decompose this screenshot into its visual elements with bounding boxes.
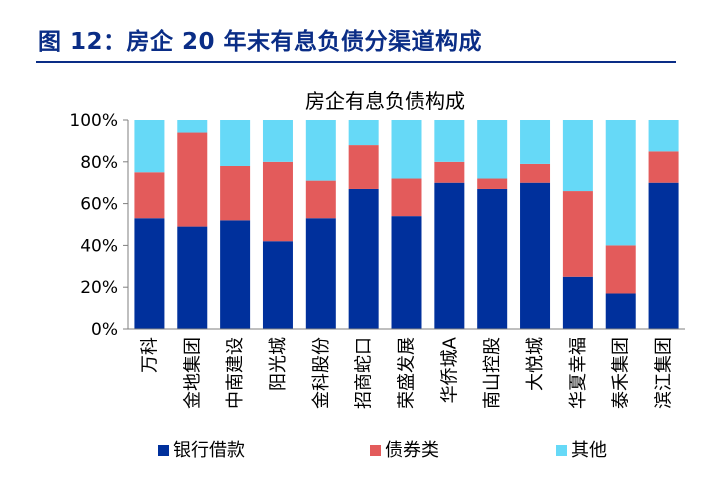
- bar-segment: [220, 220, 251, 329]
- bar-segment: [605, 293, 636, 329]
- y-tick-label: 100%: [69, 111, 118, 131]
- legend-swatch: [158, 445, 169, 456]
- y-axis: 0% 20% 40% 60% 80% 100%: [69, 111, 129, 340]
- bar-segment: [305, 218, 336, 329]
- bar-segment: [220, 165, 251, 221]
- bar-segment: [262, 120, 293, 162]
- legend: 银行借款 债券类 其他: [158, 440, 607, 461]
- x-tick-label: 招商蛇口: [354, 337, 375, 409]
- bar-segment: [348, 120, 379, 146]
- bar-segment: [605, 120, 636, 246]
- bar-segment: [520, 120, 551, 164]
- bar-segment: [434, 120, 465, 162]
- x-tick-label: 中南建设: [225, 337, 246, 409]
- bar-segment: [648, 120, 679, 152]
- x-tick-label: 泰禾集团: [611, 337, 632, 409]
- x-tick-label: 滨江集团: [654, 337, 675, 409]
- y-tick-label: 0%: [91, 320, 118, 340]
- bar-segment: [562, 191, 593, 277]
- x-tick-label: 金地集团: [182, 337, 203, 409]
- x-tick-label: 华夏幸福: [568, 337, 589, 409]
- bar-segment: [134, 172, 165, 219]
- bar-segment: [177, 132, 208, 227]
- bar-segment: [391, 120, 422, 179]
- bars: [134, 120, 679, 329]
- figure-title: 图 12：房企 20 年末有息负债分渠道构成: [38, 29, 483, 55]
- legend-label: 银行借款: [173, 440, 245, 461]
- title-rule: [36, 61, 676, 63]
- bar-segment: [648, 151, 679, 183]
- y-tick-label: 80%: [80, 153, 118, 173]
- bar-segment: [434, 182, 465, 329]
- legend-label: 其他: [571, 440, 607, 461]
- x-tick-label: 大悦城: [525, 337, 546, 391]
- legend-label: 债券类: [385, 440, 439, 461]
- x-tick-label: 阳光城: [268, 337, 289, 391]
- bar-segment: [477, 120, 508, 179]
- bar-segment: [305, 180, 336, 219]
- bar-segment: [477, 188, 508, 329]
- bar-segment: [134, 218, 165, 329]
- bar-segment: [262, 161, 293, 242]
- bar-segment: [520, 182, 551, 329]
- bar-segment: [477, 178, 508, 189]
- bar-segment: [391, 178, 422, 217]
- x-tick-label: 荣盛发展: [397, 337, 418, 409]
- bar-segment: [562, 276, 593, 329]
- x-tick-label: 华侨城A: [439, 336, 460, 403]
- bar-segment: [348, 145, 379, 189]
- y-tick-label: 60%: [80, 195, 118, 215]
- bar-segment: [305, 120, 336, 181]
- x-tick-label: 万科: [139, 337, 160, 373]
- bar-segment: [562, 120, 593, 192]
- x-axis: 万科 金地集团 中南建设 阳光城 金科股份 招商蛇口 荣盛发展 华侨城A 南山控股 大悦城 华夏幸福…: [128, 328, 685, 409]
- x-tick-label: 南山控股: [482, 337, 503, 409]
- bar-segment: [605, 245, 636, 294]
- legend-swatch: [556, 445, 567, 456]
- bar-segment: [177, 226, 208, 329]
- bar-segment: [391, 216, 422, 329]
- bar-segment: [220, 120, 251, 166]
- bar-segment: [520, 163, 551, 183]
- bar-segment: [434, 161, 465, 183]
- bar-segment: [348, 188, 379, 329]
- y-tick-label: 40%: [80, 236, 118, 256]
- legend-swatch: [370, 445, 381, 456]
- bar-segment: [177, 120, 208, 133]
- x-tick-label: 金科股份: [311, 337, 332, 409]
- bar-segment: [262, 241, 293, 329]
- y-tick-label: 20%: [80, 278, 118, 298]
- chart-title: 房企有息负债构成: [305, 89, 465, 113]
- bar-segment: [134, 120, 165, 173]
- bar-segment: [648, 182, 679, 329]
